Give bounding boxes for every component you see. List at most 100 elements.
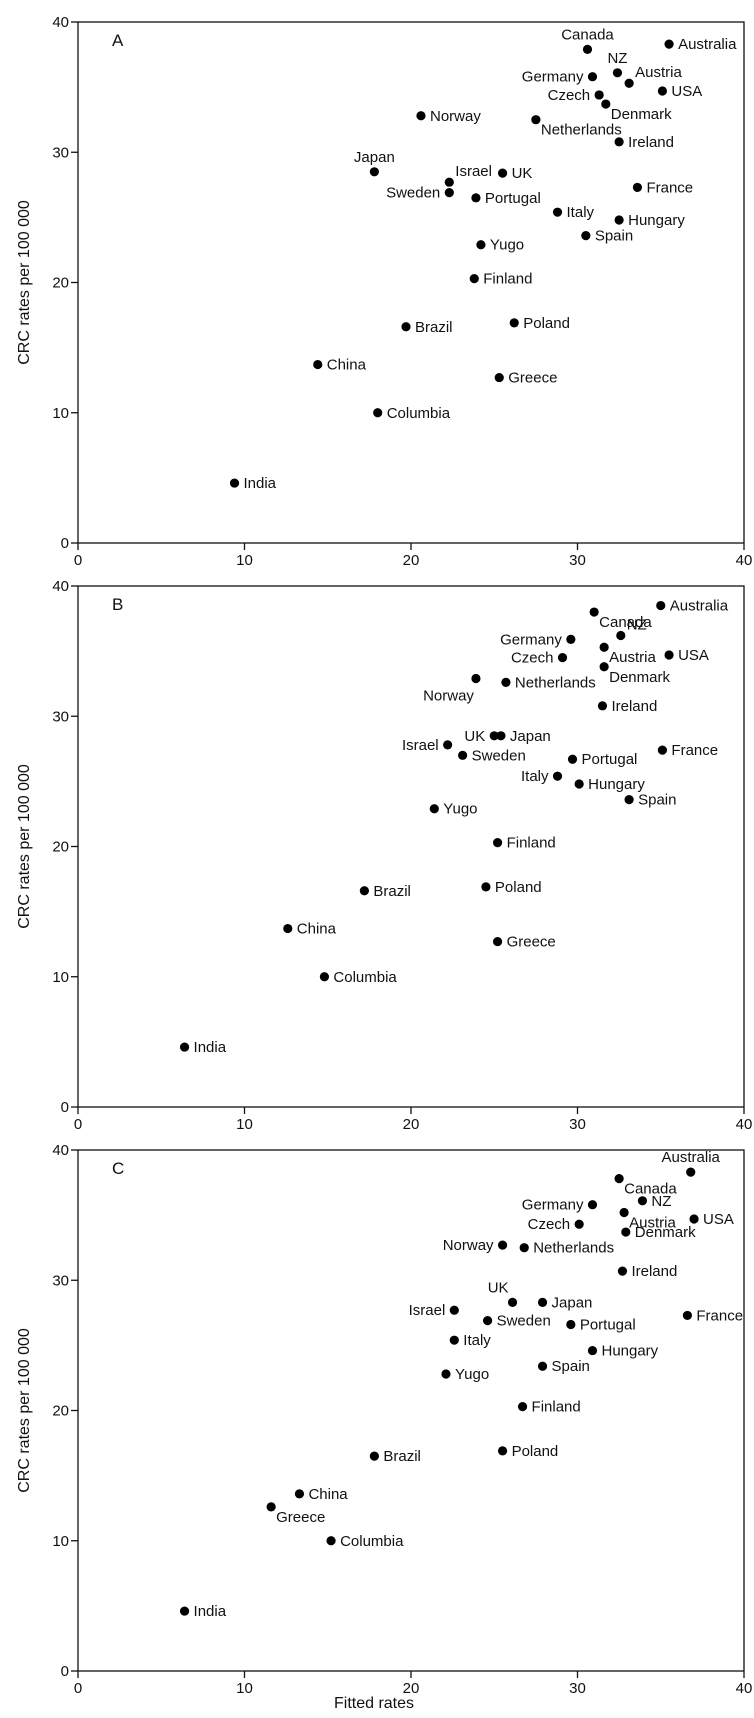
point-label-hungary: Hungary — [601, 1343, 658, 1360]
y-tick-label: 0 — [61, 1099, 69, 1116]
data-point-china — [294, 1489, 305, 1499]
point-label-india: India — [194, 1039, 227, 1056]
point-label-poland: Poland — [523, 315, 570, 332]
y-tick-label: 10 — [52, 405, 69, 422]
y-tick-label: 10 — [52, 969, 69, 986]
point-label-italy: Italy — [463, 1332, 491, 1349]
data-point-czech — [574, 1219, 584, 1229]
point-label-china: China — [327, 357, 367, 374]
point-label-sweden: Sweden — [497, 1313, 551, 1330]
point-label-spain: Spain — [552, 1358, 590, 1375]
data-point-portugal — [567, 754, 578, 764]
data-point-uk — [507, 1297, 518, 1307]
point-label-usa: USA — [671, 83, 702, 100]
data-point-norway — [471, 673, 481, 684]
point-label-uk: UK — [464, 728, 485, 745]
point-label-ireland: Ireland — [611, 698, 657, 715]
point-label-australia: Australia — [678, 36, 737, 53]
point-label-italy: Italy — [567, 204, 595, 221]
point-label-canada: Canada — [599, 614, 652, 631]
data-point-greece — [266, 1502, 276, 1512]
data-point-greece — [492, 936, 503, 947]
point-label-ireland: Ireland — [631, 1263, 677, 1280]
data-point-portugal — [471, 193, 481, 203]
data-point-germany — [587, 1200, 598, 1210]
point-label-india: India — [244, 475, 277, 492]
panel-label: B — [112, 595, 123, 614]
point-label-nz: NZ — [607, 50, 627, 67]
data-point-portugal — [566, 1319, 576, 1330]
point-label-czech: Czech — [528, 1216, 571, 1233]
point-label-columbia: Columbia — [333, 969, 397, 986]
x-tick-label: 10 — [236, 1680, 253, 1697]
data-point-australia — [664, 39, 674, 49]
data-point-brazil — [369, 1451, 379, 1461]
data-point-nz — [616, 630, 626, 641]
point-label-brazil: Brazil — [415, 319, 453, 336]
data-point-spain — [581, 231, 591, 241]
x-tick-label: 10 — [236, 552, 253, 569]
panel-label: A — [112, 31, 124, 50]
point-label-australia: Australia — [662, 1149, 721, 1166]
point-label-finland: Finland — [532, 1399, 581, 1416]
point-label-germany: Germany — [500, 631, 562, 648]
point-label-austria: Austria — [635, 64, 682, 81]
data-point-austria — [624, 78, 634, 88]
point-label-netherlands: Netherlands — [541, 122, 622, 139]
x-tick-label: 40 — [736, 1116, 753, 1133]
point-label-israel: Israel — [409, 1302, 446, 1319]
data-point-spain — [624, 795, 634, 805]
data-point-columbia — [326, 1536, 336, 1546]
point-label-india: India — [194, 1603, 227, 1620]
point-label-japan: Japan — [354, 149, 395, 166]
x-tick-label: 20 — [403, 552, 420, 569]
point-label-canada: Canada — [561, 26, 614, 43]
data-point-israel — [449, 1305, 459, 1315]
data-point-ireland — [617, 1266, 628, 1276]
point-label-japan: Japan — [552, 1294, 593, 1311]
data-point-canada — [589, 607, 599, 617]
point-label-china: China — [308, 1486, 348, 1503]
point-label-norway: Norway — [443, 1237, 494, 1254]
data-point-nz — [612, 68, 623, 78]
data-point-netherlands — [501, 677, 511, 687]
point-label-uk: UK — [488, 1279, 509, 1296]
point-label-columbia: Columbia — [340, 1533, 404, 1550]
point-label-finland: Finland — [507, 835, 556, 852]
point-label-yugo: Yugo — [455, 1366, 489, 1383]
data-point-austria — [599, 642, 609, 652]
data-point-austria — [619, 1207, 629, 1218]
x-tick-label: 30 — [569, 552, 586, 569]
y-tick-label: 30 — [52, 708, 69, 725]
data-point-china — [313, 359, 323, 370]
point-label-israel: Israel — [455, 163, 492, 180]
data-point-uk — [497, 168, 508, 178]
panel-a: 0 10 20 30 40 0 10 20 30 40 CRC rates per 100 000 A… — [16, 14, 752, 569]
point-label-yugo: Yugo — [443, 801, 477, 818]
point-label-japan: Japan — [510, 728, 551, 745]
data-point-uk — [489, 731, 499, 741]
y-tick-label: 30 — [52, 144, 69, 161]
data-point-usa — [689, 1214, 699, 1224]
point-label-czech: Czech — [548, 87, 591, 104]
data-point-sweden — [482, 1316, 493, 1326]
point-label-austria: Austria — [609, 649, 656, 666]
point-label-spain: Spain — [595, 228, 633, 245]
point-label-poland: Poland — [495, 879, 542, 896]
x-tick-label: 30 — [569, 1116, 586, 1133]
point-label-portugal: Portugal — [582, 751, 638, 768]
panel-c: 0 10 20 30 40 0 10 20 30 40 CRC rates per 100 000 C… — [16, 1142, 752, 1697]
data-point-brazil — [401, 322, 411, 332]
data-point-norway — [416, 111, 426, 121]
data-point-columbia — [373, 408, 383, 418]
x-tick-label: 40 — [736, 1680, 753, 1697]
data-point-india — [229, 478, 240, 488]
data-point-canada — [614, 1174, 624, 1184]
point-label-nz: NZ — [651, 1193, 671, 1210]
point-label-france: France — [696, 1307, 743, 1324]
point-label-greece: Greece — [508, 370, 557, 387]
data-point-columbia — [319, 972, 330, 982]
point-label-denmark: Denmark — [635, 1224, 696, 1241]
point-label-china: China — [297, 921, 337, 938]
data-point-spain — [537, 1361, 548, 1371]
